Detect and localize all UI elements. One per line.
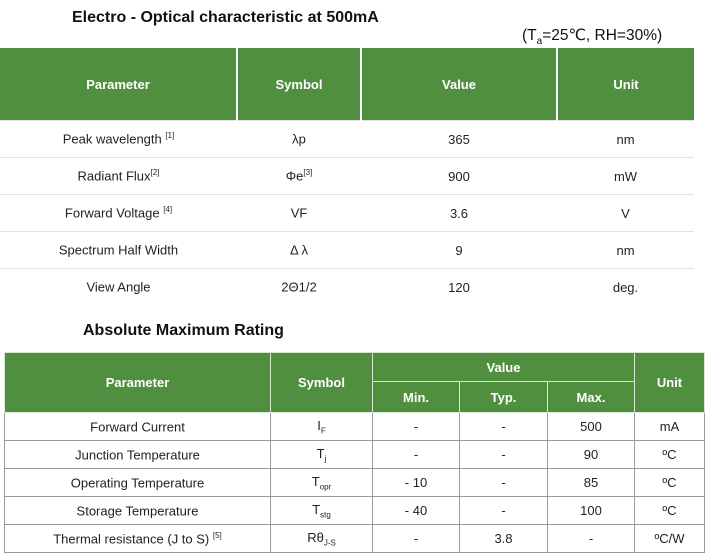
cell-unit: V [557, 194, 694, 232]
test-condition: (Ta=25℃, RH=30%) [522, 27, 663, 48]
table-header-row: Parameter Symbol Value Unit [0, 48, 694, 121]
cell-max: 85 [547, 468, 635, 497]
table-row: Forward Voltage [4] VF 3.6 V [0, 194, 694, 232]
cell-value: 9 [361, 231, 557, 269]
cell-unit: ºC/W [634, 524, 705, 553]
cell-value: 900 [361, 157, 557, 195]
header-symbol: Symbol [236, 48, 361, 121]
cell-unit: mW [557, 157, 694, 195]
header-typ: Typ. [459, 381, 548, 413]
table-row: Thermal resistance (J to S) [5] RθJ-S - … [4, 524, 705, 553]
cell-typ: - [459, 440, 548, 469]
section-title-absolute-maximum: Absolute Maximum Rating [83, 322, 284, 339]
cell-min: - 10 [372, 468, 460, 497]
cell-parameter: Spectrum Half Width [0, 231, 237, 269]
cell-symbol: RθJ-S [270, 524, 373, 553]
cell-symbol: λp [237, 120, 361, 158]
cell-typ: - [459, 468, 548, 497]
cell-unit: nm [557, 120, 694, 158]
cell-min: - 40 [372, 496, 460, 525]
header-unit: Unit [556, 48, 694, 121]
cell-min: - [372, 440, 460, 469]
header-parameter: Parameter [4, 352, 271, 413]
header-value: Value [360, 48, 557, 121]
table-subheader-row: Min. Typ. Max. [5, 381, 705, 413]
table-row: Junction Temperature Tj - - 90 ºC [4, 440, 705, 469]
cell-symbol: VF [237, 194, 361, 232]
cell-min: - [372, 412, 460, 441]
cell-unit: ºC [634, 440, 705, 469]
cell-symbol: Topr [270, 468, 373, 497]
header-unit: Unit [634, 352, 705, 413]
cell-parameter: Peak wavelength [1] [0, 120, 237, 158]
cell-typ: - [459, 412, 548, 441]
header-parameter: Parameter [0, 48, 237, 121]
cell-symbol: IF [270, 412, 373, 441]
cell-parameter: Operating Temperature [4, 468, 271, 497]
cell-max: 100 [547, 496, 635, 525]
cell-symbol: 2Θ1/2 [237, 268, 361, 305]
table-row: View Angle 2Θ1/2 120 deg. [0, 268, 694, 305]
cell-parameter: Forward Current [4, 412, 271, 441]
cell-unit: ºC [634, 468, 705, 497]
cell-max: - [547, 524, 635, 553]
cell-symbol: Δ λ [237, 231, 361, 269]
cell-max: 500 [547, 412, 635, 441]
table-row: Spectrum Half Width Δ λ 9 nm [0, 231, 694, 269]
cell-parameter: Thermal resistance (J to S) [5] [4, 524, 271, 553]
header-min: Min. [372, 381, 460, 413]
table-row: Operating Temperature Topr - 10 - 85 ºC [4, 468, 705, 497]
cell-value: 3.6 [361, 194, 557, 232]
header-value: Value [372, 352, 635, 382]
table-row: Radiant Flux[2] Φe[3] 900 mW [0, 157, 694, 195]
header-symbol: Symbol [270, 352, 373, 413]
cell-unit: ºC [634, 496, 705, 525]
cell-parameter: Junction Temperature [4, 440, 271, 469]
cell-typ: 3.8 [459, 524, 548, 553]
cell-parameter: View Angle [0, 268, 237, 305]
cell-max: 90 [547, 440, 635, 469]
cell-unit: nm [557, 231, 694, 269]
cell-parameter: Forward Voltage [4] [0, 194, 237, 232]
cell-unit: mA [634, 412, 705, 441]
absolute-maximum-table: Parameter Symbol Value Unit Min. Typ. Ma… [4, 352, 705, 553]
cell-min: - [372, 524, 460, 553]
section-title-electro-optical: Electro - Optical characteristic at 500m… [72, 9, 379, 26]
cell-typ: - [459, 496, 548, 525]
table-row: Peak wavelength [1] λp 365 nm [0, 120, 694, 158]
header-max: Max. [547, 381, 635, 413]
cell-symbol: Φe[3] [237, 157, 361, 195]
cell-symbol: Tj [270, 440, 373, 469]
table-row: Storage Temperature Tstg - 40 - 100 ºC [4, 496, 705, 525]
table-header-row: Parameter Symbol Value Unit [4, 352, 705, 413]
cell-parameter: Radiant Flux[2] [0, 157, 237, 195]
electro-optical-table: Parameter Symbol Value Unit Peak wavelen… [0, 48, 694, 305]
cell-parameter: Storage Temperature [4, 496, 271, 525]
cell-value: 365 [361, 120, 557, 158]
table-row: Forward Current IF - - 500 mA [4, 412, 705, 441]
cell-symbol: Tstg [270, 496, 373, 525]
cell-unit: deg. [557, 268, 694, 305]
cell-value: 120 [361, 268, 557, 305]
